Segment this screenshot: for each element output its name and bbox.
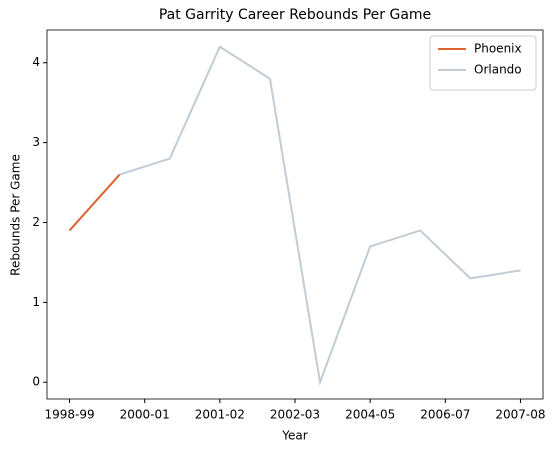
y-axis-label: Rebounds Per Game [9, 154, 23, 276]
line [119, 45, 521, 387]
y-tick-label: 4 [32, 55, 40, 69]
y-tick-label: 2 [32, 215, 40, 229]
y-tick-label: 1 [32, 295, 40, 309]
x-tick-label: 2004-05 [345, 408, 395, 422]
y-tick-label: 0 [32, 375, 40, 389]
x-tick-label: 2000-01 [120, 408, 170, 422]
chart-title: Pat Garrity Career Rebounds Per Game [159, 7, 431, 23]
x-tick-label: 2002-03 [270, 408, 320, 422]
line [68, 173, 121, 232]
x-tick-label: 2001-02 [195, 408, 245, 422]
x-tick-label: 2007-08 [495, 408, 545, 422]
plot-frame [46, 29, 544, 400]
y-tick-label: 3 [32, 135, 40, 149]
x-tick-label: 2006-07 [420, 408, 470, 422]
x-axis-label: Year [281, 429, 307, 443]
legend-label: Orlando [474, 63, 522, 77]
x-tick-label: 1998-99 [44, 408, 94, 422]
legend-label: Phoenix [474, 42, 522, 56]
